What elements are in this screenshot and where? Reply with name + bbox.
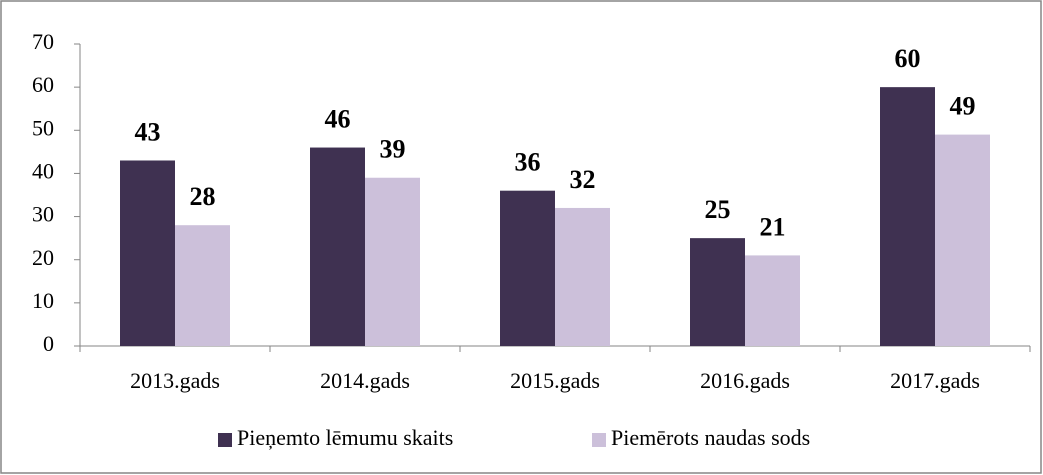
- bar: [120, 160, 175, 346]
- legend-label: Pieņemto lēmumu skaits: [237, 425, 453, 450]
- data-label: 39: [380, 135, 406, 164]
- data-label: 43: [135, 117, 161, 146]
- x-tick-label: 2017.gads: [890, 368, 980, 393]
- x-tick-label: 2013.gads: [130, 368, 220, 393]
- bar: [935, 134, 990, 346]
- data-label: 21: [760, 212, 786, 241]
- bar: [880, 87, 935, 347]
- y-tick-label: 50: [32, 115, 54, 140]
- data-label: 36: [515, 148, 541, 177]
- bar: [745, 255, 800, 346]
- data-label: 25: [705, 195, 731, 224]
- x-tick-label: 2014.gads: [320, 368, 410, 393]
- data-label: 32: [570, 165, 596, 194]
- bar: [365, 177, 420, 346]
- y-tick-label: 20: [32, 245, 54, 270]
- bar: [310, 147, 365, 346]
- bar: [175, 225, 230, 346]
- y-tick-label: 60: [32, 72, 54, 97]
- x-tick-label: 2015.gads: [510, 368, 600, 393]
- legend-swatch: [218, 433, 232, 447]
- legend-swatch: [592, 433, 606, 447]
- y-tick-label: 0: [43, 331, 54, 356]
- data-label: 46: [325, 105, 351, 134]
- legend-label: Piemērots naudas sods: [611, 425, 810, 450]
- y-tick-label: 40: [32, 158, 54, 183]
- data-label: 28: [190, 182, 216, 211]
- bar: [500, 190, 555, 346]
- bar: [555, 207, 610, 346]
- y-tick-label: 30: [32, 202, 54, 227]
- data-label: 60: [895, 44, 921, 73]
- x-tick-label: 2016.gads: [700, 368, 790, 393]
- bar: [690, 238, 745, 346]
- y-tick-label: 10: [32, 288, 54, 313]
- y-tick-label: 70: [32, 29, 54, 54]
- data-label: 49: [950, 92, 976, 121]
